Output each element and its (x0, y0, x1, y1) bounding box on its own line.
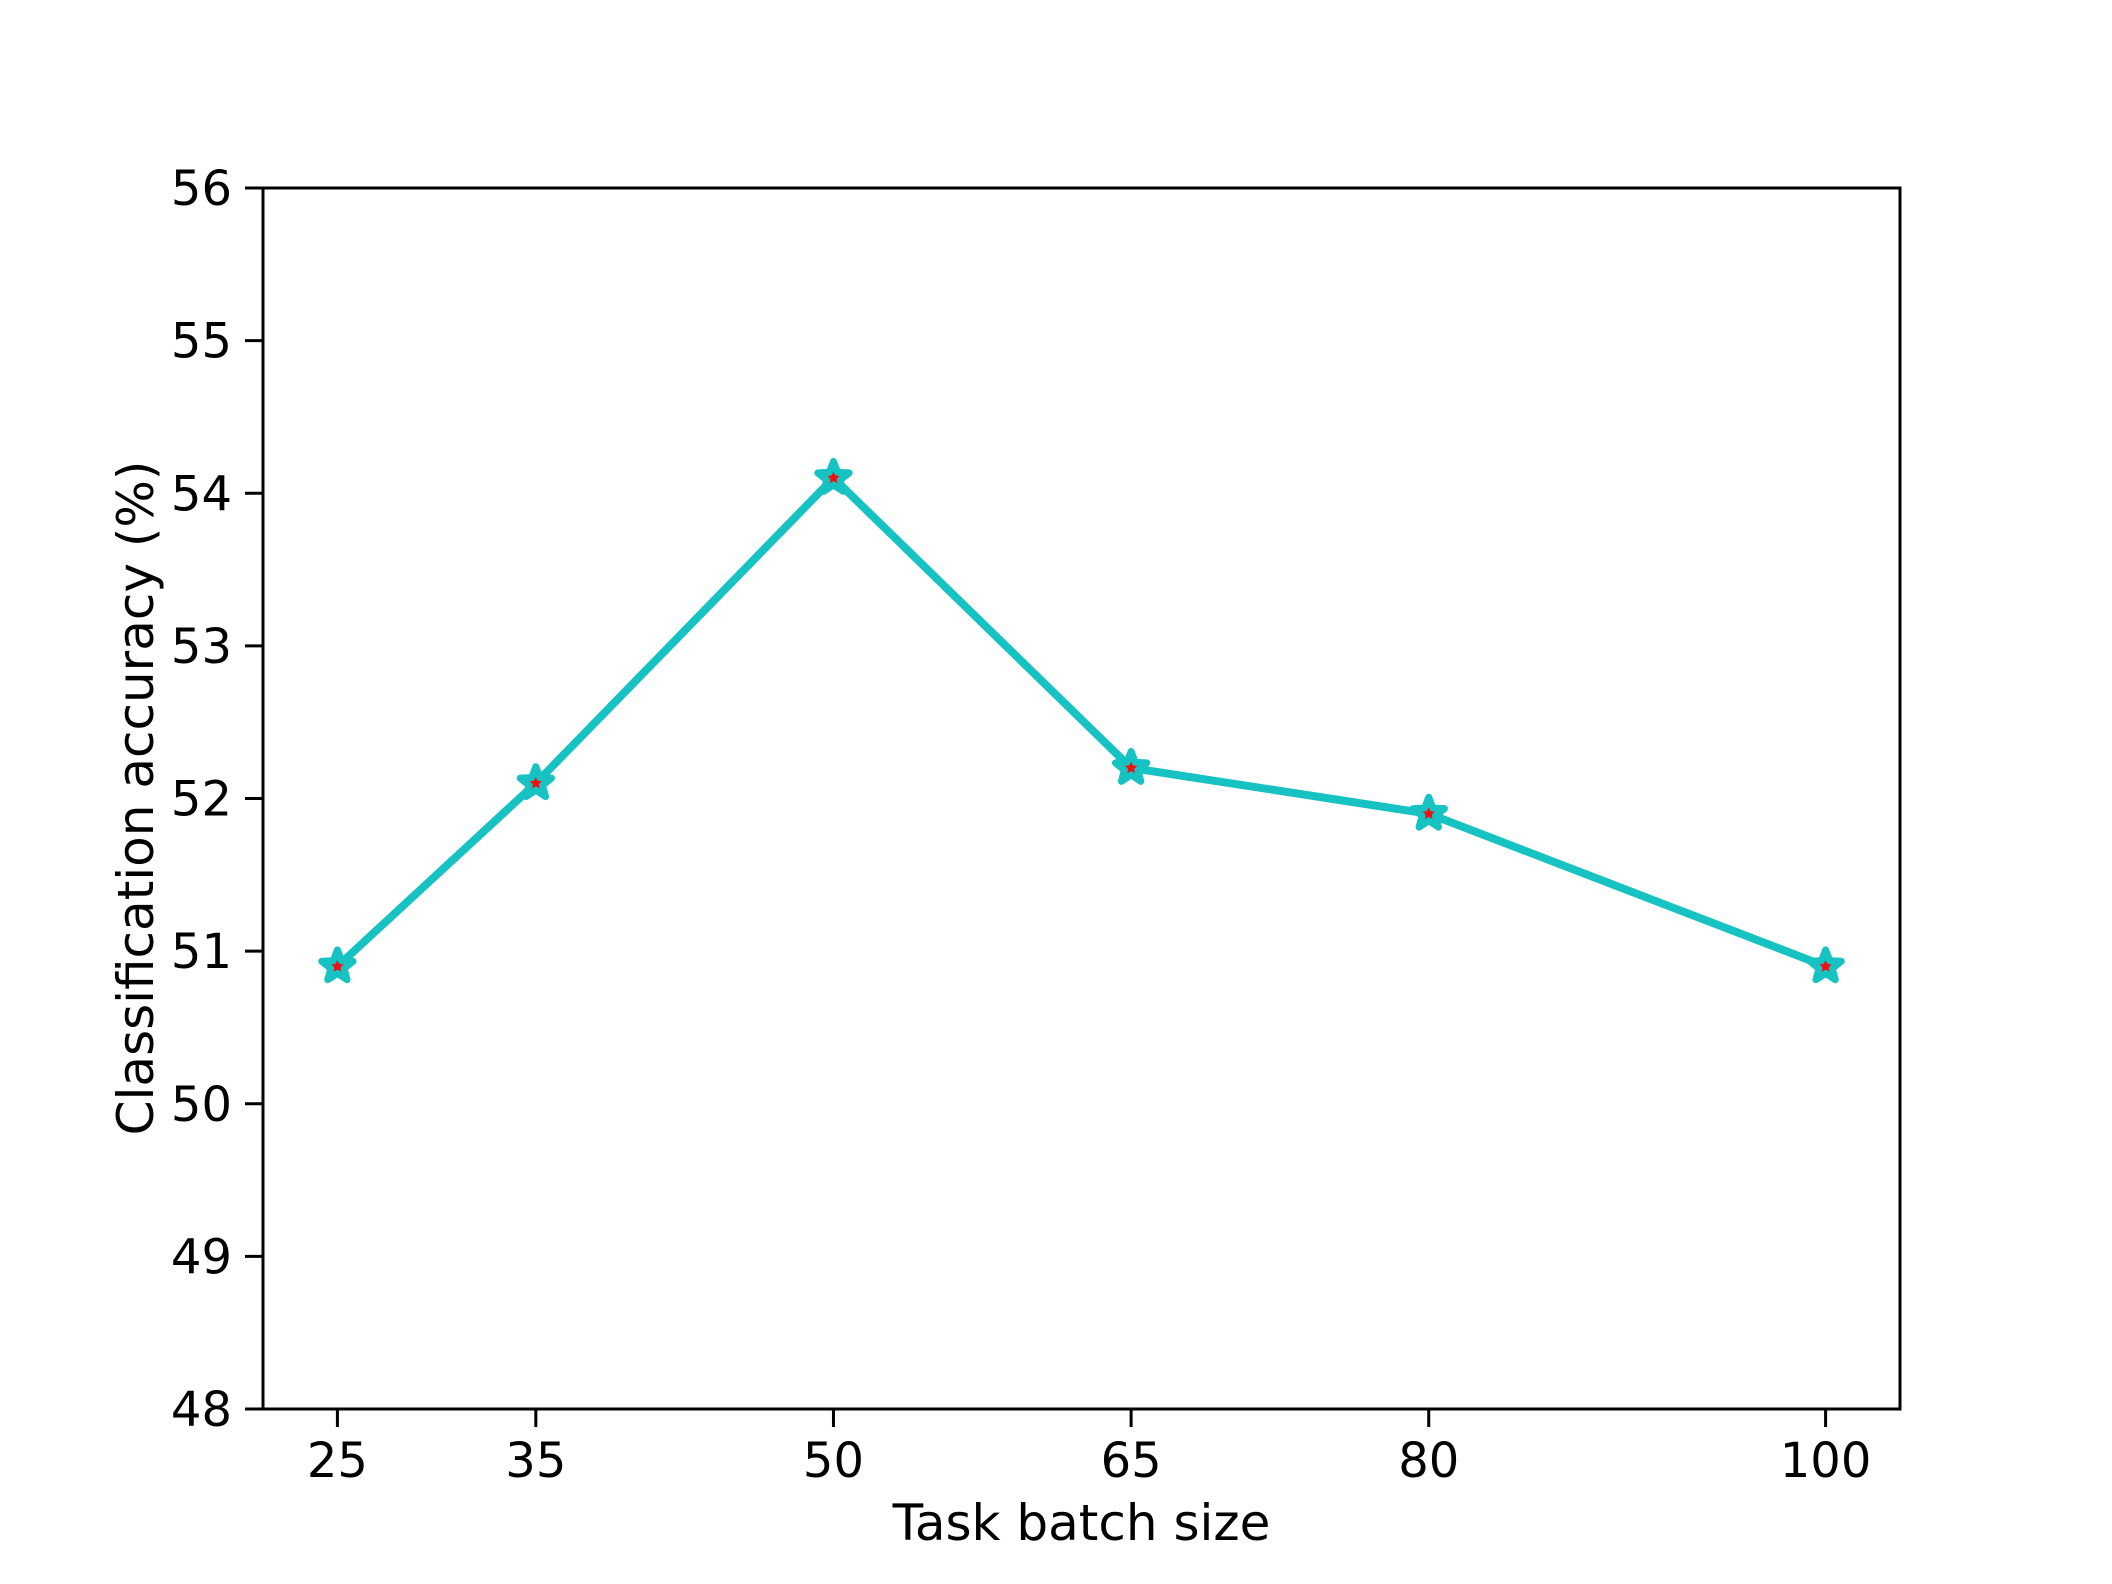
data-point-marker (1806, 946, 1845, 984)
y-tick-label: 54 (171, 466, 232, 522)
x-tick-label: 35 (505, 1433, 566, 1489)
x-tick-label: 50 (803, 1433, 864, 1489)
x-tick-label: 100 (1780, 1433, 1872, 1489)
plot-border (261, 186, 1902, 1411)
data-point-marker (814, 457, 853, 495)
y-tick-label: 52 (171, 772, 232, 828)
y-tick-label: 56 (171, 161, 232, 217)
accuracy-line (333, 473, 1830, 971)
data-point-marker (516, 763, 556, 801)
y-tick-label: 55 (171, 314, 232, 370)
x-tick-label: 65 (1101, 1433, 1162, 1489)
data-point-marker (1409, 793, 1448, 831)
y-tick-label: 48 (171, 1382, 232, 1438)
data-point-marker (318, 946, 357, 984)
x-tick-label: 25 (307, 1433, 368, 1489)
y-tick-label: 51 (171, 924, 232, 980)
y-tick-label: 50 (171, 1077, 232, 1133)
x-tick-label: 80 (1398, 1433, 1459, 1489)
y-tick-label: 49 (171, 1229, 232, 1285)
y-tick-label: 53 (171, 619, 232, 675)
data-point-marker (1111, 747, 1151, 785)
